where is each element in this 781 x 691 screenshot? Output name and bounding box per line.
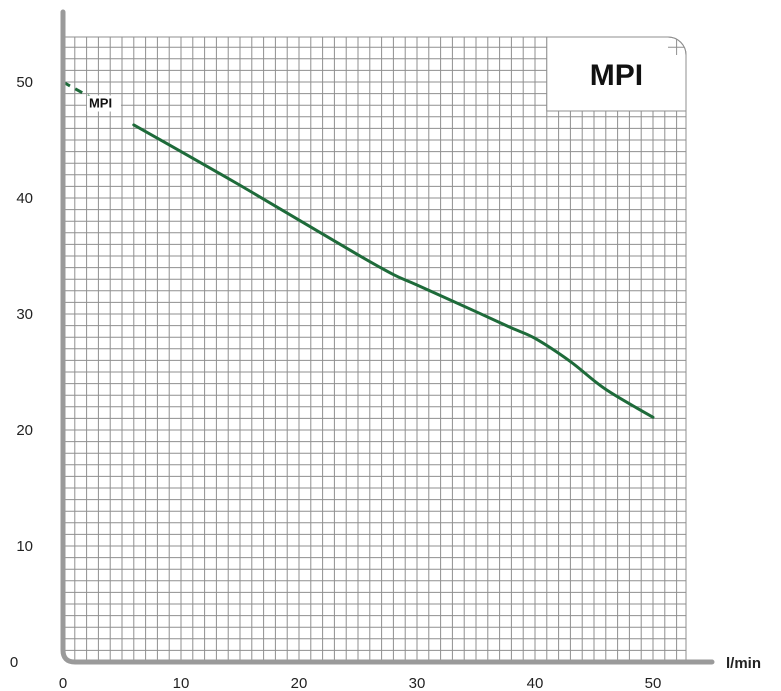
y-tick-labels: 0 10 20 30 40 50	[10, 74, 33, 671]
series-layer	[62, 80, 655, 419]
axes	[60, 9, 715, 665]
plot-frame	[63, 36, 687, 662]
x-tick-label: 10	[173, 675, 190, 691]
x-tick-label: 50	[645, 675, 662, 691]
y-tick-label: 10	[16, 538, 33, 555]
x-tick-label: 20	[291, 675, 308, 691]
x-tick-label: 0	[59, 675, 67, 691]
y-tick-label: 20	[16, 422, 33, 439]
title-box-border	[546, 36, 687, 112]
title-box-fill	[546, 55, 686, 111]
y-tick-label: 30	[16, 306, 33, 323]
y-tick-label: 50	[16, 74, 33, 91]
chart-title: MPI	[590, 59, 643, 92]
grid	[63, 36, 687, 662]
x-tick-label: 40	[527, 675, 544, 691]
y-tick-label: 40	[16, 190, 33, 207]
x-axis-label: l/min	[726, 655, 761, 672]
curve-label-bg	[86, 95, 121, 112]
curve-label: MPI	[89, 96, 112, 111]
x-tick-label: 30	[409, 675, 426, 691]
series-line	[132, 123, 655, 419]
x-tick-labels: 0 10 20 30 40 50	[59, 675, 662, 691]
y-tick-label: 0	[10, 654, 18, 671]
